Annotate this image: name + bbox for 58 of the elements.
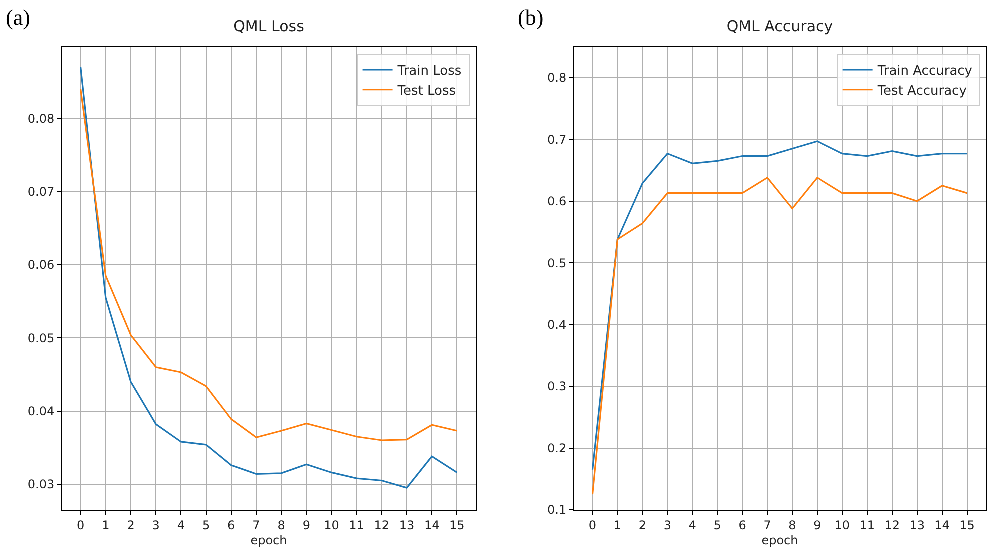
legend-label: Train Accuracy (876, 64, 973, 79)
x-tick-label: 0 (588, 518, 597, 532)
text: (a) (6, 5, 30, 30)
x-tick-label: 6 (738, 518, 746, 532)
x-tick-label: 12 (884, 518, 900, 532)
x-tick-label: 6 (228, 518, 236, 532)
x-tick-label: 13 (399, 518, 415, 532)
x-tick-label: 9 (302, 518, 310, 532)
x-tick-label: 11 (860, 518, 876, 532)
x-tick-label: 15 (960, 518, 975, 532)
x-tick-label: 8 (278, 518, 286, 532)
y-tick-label: 0.5 (548, 256, 567, 270)
y-tick-label: 0.2 (548, 441, 567, 456)
y-tick-label: 0.7 (548, 132, 567, 147)
y-tick-label: 0.04 (28, 404, 55, 418)
x-tick-label: 4 (177, 518, 185, 532)
x-tick-label: 3 (152, 518, 160, 532)
x-axis-title: epoch (762, 533, 798, 548)
x-tick-label: 8 (788, 518, 796, 532)
x-tick-label: 7 (764, 518, 772, 532)
y-tick-label: 0.8 (548, 71, 567, 86)
y-tick-label: 0.05 (28, 331, 55, 346)
x-tick-label: 4 (688, 518, 696, 532)
y-tick-label: 0.07 (28, 185, 55, 200)
x-tick-label: 14 (934, 518, 950, 532)
chart-title: QML Loss (234, 17, 305, 36)
text: (b) (518, 5, 544, 30)
x-tick-label: 7 (252, 518, 260, 532)
x-tick-label: 10 (834, 518, 850, 532)
x-tick-label: 2 (638, 518, 646, 532)
x-tick-label: 9 (814, 518, 822, 532)
line-series (592, 177, 968, 496)
x-tick-label: 5 (202, 518, 210, 532)
x-tick-label: 13 (910, 518, 925, 532)
x-tick-label: 12 (374, 518, 390, 532)
y-tick-label: 0.06 (28, 258, 55, 272)
x-tick-label: 11 (349, 518, 364, 532)
legend-label: Test Loss (396, 84, 456, 99)
y-tick-label: 0.1 (548, 503, 567, 518)
x-tick-label: 5 (714, 518, 722, 532)
y-tick-label: 0.6 (548, 194, 567, 209)
line-series (592, 140, 968, 471)
chart-title: QML Accuracy (726, 17, 834, 36)
y-tick-label: 0.3 (548, 380, 567, 394)
x-tick-label: 1 (102, 518, 110, 532)
x-tick-label: 1 (614, 518, 622, 532)
x-tick-label: 0 (77, 518, 85, 532)
legend-label: Test Accuracy (876, 84, 968, 99)
x-tick-label: 15 (450, 518, 465, 532)
x-tick-label: 2 (127, 518, 135, 532)
y-tick-label: 0.03 (28, 478, 55, 492)
x-tick-label: 10 (324, 518, 340, 532)
x-tick-label: 3 (664, 518, 672, 532)
legend-label: Train Loss (396, 64, 462, 79)
x-tick-label: 14 (424, 518, 440, 532)
x-axis-title: epoch (250, 533, 288, 548)
y-tick-label: 0.08 (28, 112, 55, 126)
y-tick-label: 0.4 (548, 318, 567, 332)
